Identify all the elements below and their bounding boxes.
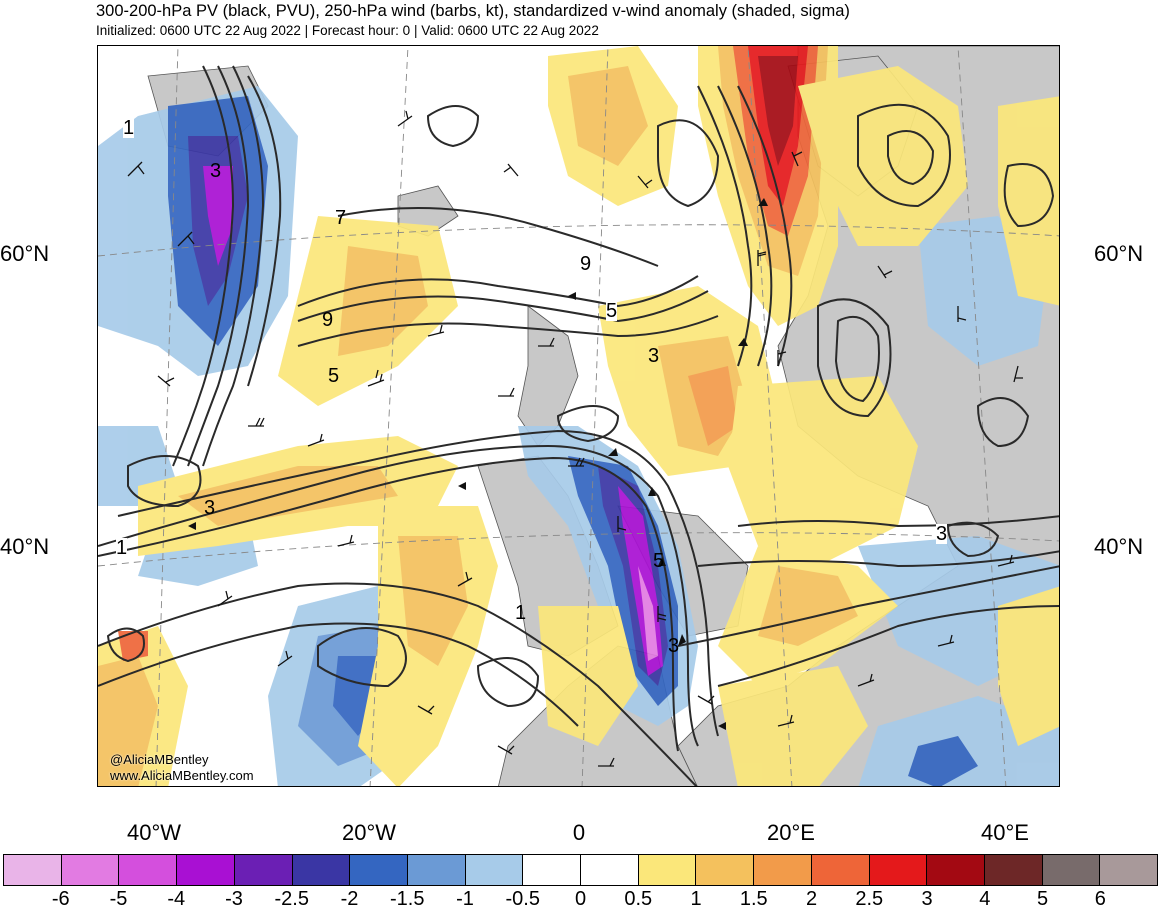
colorbar-label: 5 [1036, 888, 1049, 910]
credit-url: www.AliciaMBentley.com [110, 768, 254, 783]
contour-label: 3 [936, 523, 948, 545]
colorbar-box [984, 855, 1043, 885]
contour-label: 5 [606, 300, 618, 322]
lat-label-40n-left: 40°N [0, 534, 50, 559]
colorbar-label: -0.5 [505, 888, 540, 910]
colorbar-box [177, 855, 235, 885]
contour-label: 3 [204, 497, 216, 519]
lat-label-40n-right: 40°N [1094, 534, 1144, 559]
graticule [98, 46, 1059, 786]
colorbar-box [292, 855, 351, 885]
v-wind-anomaly-shading [98, 46, 1059, 786]
wind-pennants [188, 198, 768, 730]
map-subtitle: Initialized: 0600 UTC 22 Aug 2022 | Fore… [96, 23, 599, 38]
contour-label: 1 [515, 602, 527, 624]
colorbar-label: 0 [574, 888, 587, 910]
colorbar-box [119, 855, 178, 885]
colorbar-label: -1.5 [390, 888, 425, 910]
lon-label-40w: 40°W [126, 820, 182, 845]
colorbar-label: 6 [1094, 888, 1106, 910]
colorbar-label: -2 [340, 888, 359, 910]
colorbar-box [754, 855, 812, 885]
contour-label: 7 [335, 207, 347, 229]
pv-contours [98, 65, 1059, 786]
colorbar-label: 1.5 [739, 888, 768, 910]
contour-label: 3 [668, 635, 680, 657]
lon-label-20w: 20°W [341, 820, 397, 845]
colorbar-label: 2.5 [855, 888, 884, 910]
contour-label: 3 [210, 160, 222, 182]
contour-label: 1 [116, 537, 128, 559]
colorbar-label: 4 [979, 888, 991, 910]
colorbar-label: 0.5 [624, 888, 653, 910]
colorbar-label: -4 [167, 888, 186, 910]
map-graphic [98, 46, 1059, 786]
lon-label-0: 0 [572, 820, 586, 845]
lat-label-60n-right: 60°N [1094, 241, 1144, 266]
colorbar-box [638, 855, 697, 885]
colorbar-label: -3 [225, 888, 243, 910]
colorbar-label: 2 [805, 888, 818, 910]
contour-label: 9 [322, 309, 334, 331]
credit-handle: @AliciaMBentley [110, 752, 209, 767]
lon-label-20e: 20°E [767, 820, 815, 845]
contour-label: 9 [580, 253, 592, 275]
contour-label: 5 [328, 365, 340, 387]
colorbar-box [1042, 855, 1101, 885]
colorbar-box [4, 855, 62, 885]
lat-label-60n-left: 60°N [0, 241, 50, 266]
colorbar-box [696, 855, 755, 885]
colorbar-label: -5 [109, 888, 128, 910]
wind-barbs [127, 110, 1023, 767]
colorbar [3, 854, 1158, 886]
colorbar-box [1100, 855, 1158, 885]
colorbar-box [523, 855, 582, 885]
colorbar-label: 1 [690, 888, 702, 910]
colorbar-box [581, 855, 639, 885]
colorbar-box [234, 855, 293, 885]
colorbar-box [927, 855, 985, 885]
weather-map: 1 3 7 9 5 9 5 3 3 1 3 5 3 1 [97, 45, 1060, 787]
contour-label: 5 [653, 550, 665, 572]
colorbar-box [61, 855, 120, 885]
colorbar-box [407, 855, 466, 885]
lon-label-40e: 40°E [981, 820, 1029, 845]
contour-label: 3 [648, 345, 660, 367]
colorbar-label: -2.5 [274, 888, 309, 910]
colorbar-box [350, 855, 408, 885]
colorbar-label: -6 [51, 888, 70, 910]
map-title: 300-200-hPa PV (black, PVU), 250-hPa win… [96, 2, 850, 20]
contour-label: 1 [123, 117, 135, 139]
colorbar-box [811, 855, 870, 885]
colorbar-label: -1 [456, 888, 474, 910]
colorbar-box [465, 855, 524, 885]
colorbar-box [869, 855, 928, 885]
colorbar-label: 3 [921, 888, 933, 910]
